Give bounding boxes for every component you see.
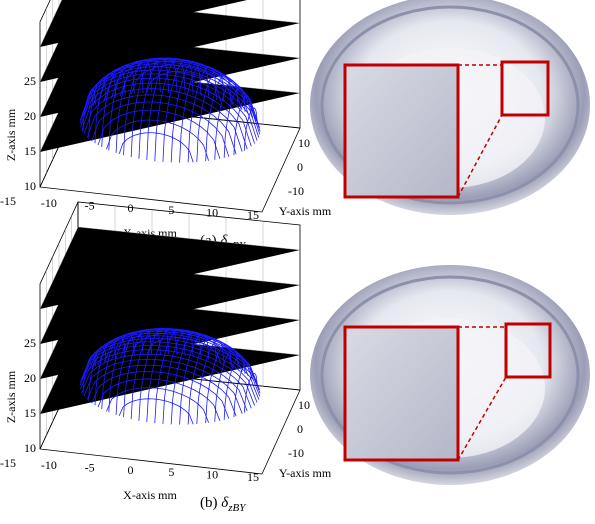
x-tick-label: -15 — [0, 194, 16, 208]
x-tick-label: 5 — [168, 203, 174, 217]
z-tick-label: 15 — [24, 144, 36, 158]
x-tick-label: -5 — [85, 198, 95, 212]
z-tick-label: 20 — [24, 371, 36, 385]
zoom-box — [345, 327, 458, 460]
x-axis-label: X-axis mm — [123, 488, 177, 502]
caption-subscript: zBY — [227, 502, 247, 514]
z-tick-label: 25 — [24, 74, 36, 88]
x-tick-label: -10 — [41, 196, 57, 210]
x-tick-label: 10 — [206, 467, 218, 481]
y-tick-label: 10 — [298, 136, 310, 150]
x-tick-label: -15 — [0, 456, 16, 470]
photo — [310, 265, 590, 485]
zoom-box — [345, 65, 458, 197]
z-tick-label: 10 — [24, 179, 36, 193]
z-tick-label: 15 — [24, 406, 36, 420]
z-axis-label: Z-axis mm — [4, 370, 18, 423]
mesh-line — [107, 120, 209, 161]
photo — [310, 0, 590, 215]
x-tick-label: 0 — [128, 463, 134, 477]
caption-label: (b) — [200, 495, 218, 511]
z-tick-label: 20 — [24, 109, 36, 123]
y-tick-label: -10 — [288, 446, 304, 460]
figure: 25 20 15 10 -15 -10 -5 0 5 10 15 10 0 -10 Z-axis mm X-a… — [0, 0, 595, 524]
z-tick-label: 25 — [24, 336, 36, 350]
x-tick-label: 10 — [206, 205, 218, 219]
y-tick-label: 10 — [298, 398, 310, 412]
x-tick-label: -5 — [85, 460, 95, 474]
y-axis-label: Y-axis mm — [279, 466, 332, 480]
panel: 25 20 15 10 -15 -10 -5 0 5 10 15 10 0 -10 Z-axis mm X-a… — [0, 202, 332, 514]
z-tick-label: 10 — [24, 441, 36, 455]
y-tick-label: -10 — [288, 184, 304, 198]
y-tick-label: 0 — [297, 422, 303, 436]
y-tick-label: 0 — [297, 160, 303, 174]
z-axis-label: Z-axis mm — [4, 108, 18, 161]
caption: (b) δzBY — [200, 495, 247, 513]
x-tick-label: 15 — [247, 470, 259, 484]
x-tick-label: 5 — [168, 465, 174, 479]
x-tick-label: -10 — [41, 458, 57, 472]
y-axis-label: Y-axis mm — [279, 204, 332, 218]
